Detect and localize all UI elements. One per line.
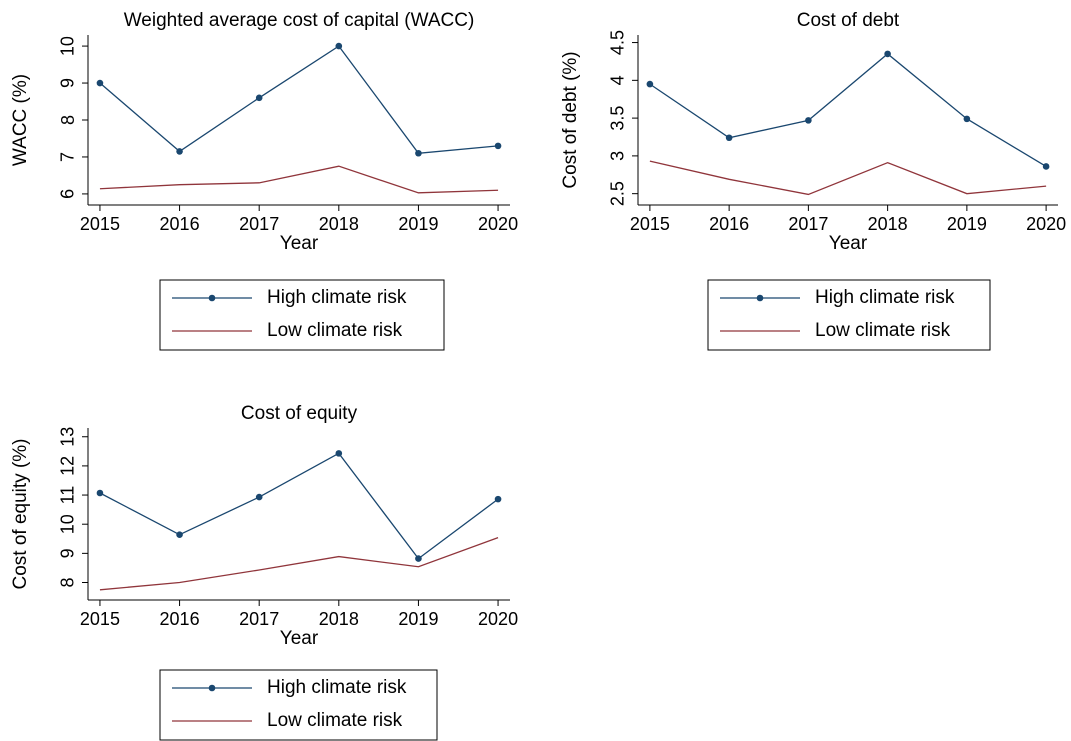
point bbox=[255, 94, 263, 102]
y-tick-label: 13 bbox=[58, 427, 78, 447]
y-tick-label: 3.5 bbox=[608, 106, 628, 131]
y-tick-label: 6 bbox=[58, 189, 78, 199]
legend-label: Low climate risk bbox=[267, 710, 403, 731]
x-tick-label: 2018 bbox=[319, 214, 359, 234]
point bbox=[335, 42, 343, 50]
legend-box bbox=[707, 279, 991, 351]
point bbox=[725, 134, 733, 142]
chart-title: Cost of equity bbox=[241, 403, 358, 424]
x-axis-label: Year bbox=[829, 233, 868, 254]
x-axis-label: Year bbox=[280, 233, 319, 254]
series-line bbox=[649, 160, 1047, 196]
y-tick-label: 8 bbox=[58, 115, 78, 125]
x-tick-label: 2015 bbox=[80, 214, 120, 234]
y-axis-label: WACC (%) bbox=[10, 74, 31, 166]
chart-title: Cost of debt bbox=[797, 10, 900, 31]
y-tick-label: 7 bbox=[58, 152, 78, 162]
x-tick-label: 2019 bbox=[947, 214, 987, 234]
x-tick-label: 2016 bbox=[709, 214, 749, 234]
series-line bbox=[99, 165, 499, 194]
y-tick-label: 4 bbox=[608, 75, 628, 85]
x-tick-label: 2020 bbox=[1026, 214, 1066, 234]
x-tick-label: 2015 bbox=[630, 214, 670, 234]
point bbox=[335, 450, 343, 457]
y-tick-label: 9 bbox=[58, 78, 78, 88]
x-tick-label: 2015 bbox=[80, 609, 120, 629]
legend-label: Low climate risk bbox=[267, 320, 403, 341]
series-line bbox=[649, 53, 1047, 168]
legend-box bbox=[159, 669, 438, 741]
panel: Cost of equity 8 9 10 11 12 13 2015 2016 2017 2018… bbox=[10, 403, 518, 741]
point bbox=[176, 148, 183, 155]
y-tick-label: 2.5 bbox=[608, 181, 628, 206]
panel: Cost of debt 2.5 3 3.5 4 4.5 2015 2016 2017 2018 2… bbox=[560, 10, 1066, 351]
x-tick-label: 2017 bbox=[239, 609, 279, 629]
x-tick-label: 2020 bbox=[478, 609, 518, 629]
x-tick-label: 2018 bbox=[319, 609, 359, 629]
y-tick-label: 10 bbox=[58, 36, 78, 56]
y-tick-label: 9 bbox=[58, 548, 78, 558]
point bbox=[963, 115, 971, 123]
y-tick-label: 12 bbox=[58, 456, 78, 476]
legend-box bbox=[159, 279, 445, 351]
point bbox=[415, 555, 422, 562]
x-tick-label: 2018 bbox=[868, 214, 908, 234]
y-axis-label: Cost of equity (%) bbox=[10, 439, 31, 590]
series-line bbox=[99, 537, 499, 591]
point bbox=[805, 117, 812, 124]
point bbox=[96, 79, 104, 87]
point bbox=[255, 493, 263, 501]
legend-marker bbox=[756, 294, 764, 302]
legend-label: High climate risk bbox=[267, 287, 407, 308]
point bbox=[1042, 163, 1050, 170]
y-tick-label: 10 bbox=[58, 514, 78, 534]
legend-label: High climate risk bbox=[267, 677, 407, 698]
x-tick-label: 2019 bbox=[398, 214, 438, 234]
y-tick-label: 4.5 bbox=[608, 30, 628, 55]
point bbox=[884, 50, 891, 58]
legend-label: Low climate risk bbox=[815, 320, 951, 341]
x-tick-label: 2017 bbox=[788, 214, 828, 234]
point bbox=[176, 531, 183, 538]
x-tick-label: 2016 bbox=[160, 214, 200, 234]
x-tick-label: 2020 bbox=[478, 214, 518, 234]
y-tick-label: 11 bbox=[58, 486, 78, 505]
point bbox=[96, 489, 104, 497]
x-tick-label: 2016 bbox=[160, 609, 200, 629]
y-tick-label: 8 bbox=[58, 578, 78, 588]
y-axis-label: Cost of debt (%) bbox=[560, 51, 581, 188]
point bbox=[494, 142, 502, 150]
panel: Weighted average cost of capital (WACC) 6… bbox=[10, 10, 518, 351]
series-line bbox=[99, 45, 499, 154]
chart-title: Weighted average cost of capital (WACC) bbox=[124, 10, 475, 31]
point bbox=[494, 495, 502, 503]
x-tick-label: 2017 bbox=[239, 214, 279, 234]
point bbox=[415, 149, 422, 157]
series-line bbox=[99, 452, 499, 560]
legend-label: High climate risk bbox=[815, 287, 955, 308]
legend-marker bbox=[208, 294, 216, 302]
y-tick-label: 3 bbox=[608, 151, 628, 161]
x-tick-label: 2019 bbox=[398, 609, 438, 629]
legend-marker bbox=[208, 684, 216, 692]
x-axis-label: Year bbox=[280, 628, 319, 649]
point bbox=[646, 80, 654, 88]
